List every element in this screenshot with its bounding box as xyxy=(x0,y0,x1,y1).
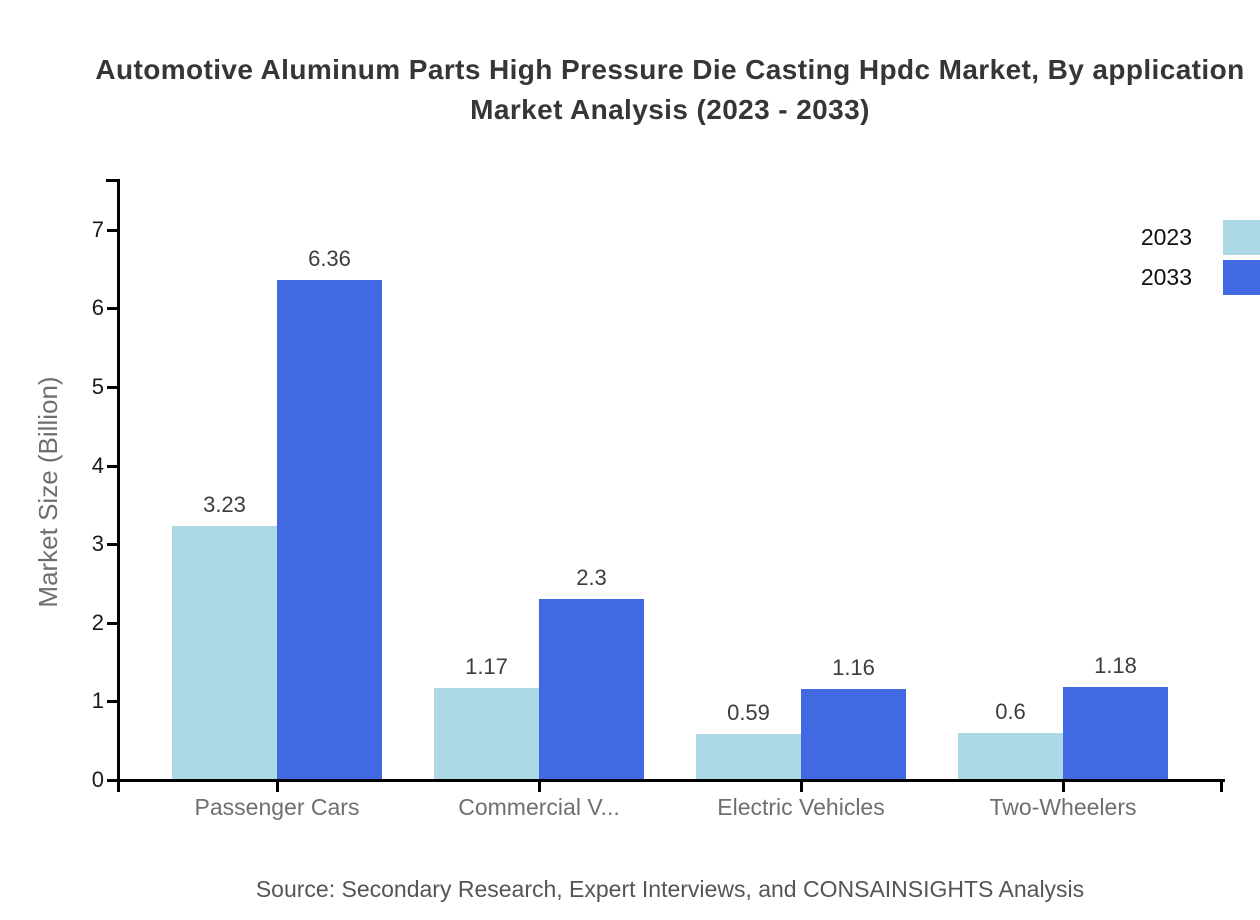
legend-label-2023: 2023 xyxy=(1140,224,1192,250)
bar-value-2023-passenger-cars: 3.23 xyxy=(203,492,246,517)
source-note: Source: Secondary Research, Expert Inter… xyxy=(255,876,1085,902)
x-category-label-two-wheelers: Two-Wheelers xyxy=(989,794,1137,820)
legend-swatch-2023 xyxy=(1223,220,1260,255)
chart-title-line1: Automotive Aluminum Parts High Pressure … xyxy=(95,54,1245,85)
x-category-label-passenger-cars: Passenger Cars xyxy=(194,794,360,820)
bar-2023-electric-vehicles xyxy=(696,734,801,780)
bar-2023-commercial-v xyxy=(434,688,539,780)
y-tick-label-2: 2 xyxy=(91,610,104,635)
bar-value-2023-electric-vehicles: 0.59 xyxy=(727,700,770,725)
legend-item-2023: 2023 xyxy=(1130,220,1260,255)
y-tick-1 xyxy=(107,700,118,703)
y-tick-label-0: 0 xyxy=(91,767,104,792)
x-axis-end-tick xyxy=(1220,780,1223,792)
y-tick-3 xyxy=(107,543,118,546)
bar-value-2033-commercial-v: 2.3 xyxy=(576,565,607,590)
x-axis-line xyxy=(115,779,1225,782)
chart-title: Automotive Aluminum Parts High Pressure … xyxy=(0,50,1260,130)
legend-swatch-2033 xyxy=(1223,260,1260,295)
bar-2033-electric-vehicles xyxy=(801,689,906,780)
x-tick-two-wheelers xyxy=(1062,780,1065,792)
bar-value-2033-passenger-cars: 6.36 xyxy=(308,246,351,271)
y-tick-0 xyxy=(107,779,118,782)
bar-2023-two-wheelers xyxy=(958,733,1063,780)
y-tick-label-7: 7 xyxy=(91,217,104,242)
bar-value-2033-two-wheelers: 1.18 xyxy=(1094,653,1137,678)
bar-2033-passenger-cars xyxy=(277,280,382,780)
bar-value-2023-commercial-v: 1.17 xyxy=(465,654,508,679)
legend: 2023 2033 xyxy=(1130,220,1260,300)
x-tick-electric-vehicles xyxy=(800,780,803,792)
source-note-wrap: Source: Secondary Research, Expert Inter… xyxy=(0,876,1260,903)
y-tick-4 xyxy=(107,465,118,468)
bar-2023-passenger-cars xyxy=(172,526,277,780)
chart-title-line2: Market Analysis (2023 - 2033) xyxy=(470,94,870,125)
y-tick-label-6: 6 xyxy=(91,295,104,320)
y-tick-6 xyxy=(107,307,118,310)
legend-item-2033: 2033 xyxy=(1130,260,1260,295)
x-tick-passenger-cars xyxy=(276,780,279,792)
y-tick-label-4: 4 xyxy=(91,453,104,478)
bar-value-2033-electric-vehicles: 1.16 xyxy=(832,655,875,680)
bar-value-2023-two-wheelers: 0.6 xyxy=(995,699,1026,724)
x-tick-commercial-v xyxy=(538,780,541,792)
x-category-label-commercial-v: Commercial V... xyxy=(458,794,620,820)
y-tick-2 xyxy=(107,622,118,625)
bar-2033-commercial-v xyxy=(539,599,644,780)
y-tick-label-3: 3 xyxy=(91,531,104,556)
legend-label-2033: 2033 xyxy=(1140,264,1192,290)
y-tick-label-1: 1 xyxy=(91,688,104,713)
y-axis-end-tick xyxy=(106,179,120,182)
y-tick-label-5: 5 xyxy=(91,374,104,399)
y-tick-7 xyxy=(107,229,118,232)
y-axis-line xyxy=(117,180,120,792)
x-category-label-electric-vehicles: Electric Vehicles xyxy=(717,794,885,820)
y-tick-5 xyxy=(107,386,118,389)
bar-2033-two-wheelers xyxy=(1063,687,1168,780)
